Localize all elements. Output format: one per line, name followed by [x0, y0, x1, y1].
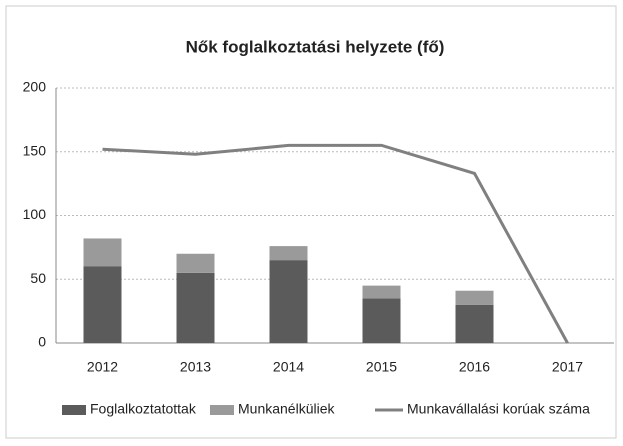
- x-tick-label: 2015: [366, 359, 397, 375]
- chart-title: Nők foglalkoztatási helyzete (fő): [186, 37, 445, 56]
- legend-label: Foglalkoztatottak: [90, 401, 197, 417]
- x-tick-label: 2016: [459, 359, 490, 375]
- x-tick-label: 2014: [273, 359, 304, 375]
- x-tick-label: 2017: [552, 359, 583, 375]
- bar: [83, 238, 122, 267]
- line: [102, 143, 569, 344]
- y-tick-label: 200: [23, 79, 47, 95]
- x-tick-label: 2012: [87, 359, 118, 375]
- legend-swatch: [210, 405, 234, 415]
- bar: [176, 272, 215, 343]
- legend-swatch: [62, 405, 86, 415]
- legend-label: Munkavállalási korúak száma: [407, 401, 590, 417]
- bar: [455, 290, 494, 305]
- bar: [269, 260, 308, 343]
- x-tick-label: 2013: [180, 359, 211, 375]
- bar: [455, 304, 494, 343]
- chart-frame: [5, 5, 617, 439]
- y-tick-label: 150: [23, 142, 47, 158]
- y-tick-label: 0: [38, 334, 46, 350]
- bar: [362, 298, 401, 343]
- bar: [83, 266, 122, 343]
- y-tick-label: 50: [30, 270, 46, 286]
- bar: [269, 246, 308, 261]
- bar: [362, 285, 401, 299]
- bar: [176, 253, 215, 273]
- y-tick-label: 100: [23, 206, 47, 222]
- legend-label: Munkanélküliek: [238, 401, 335, 417]
